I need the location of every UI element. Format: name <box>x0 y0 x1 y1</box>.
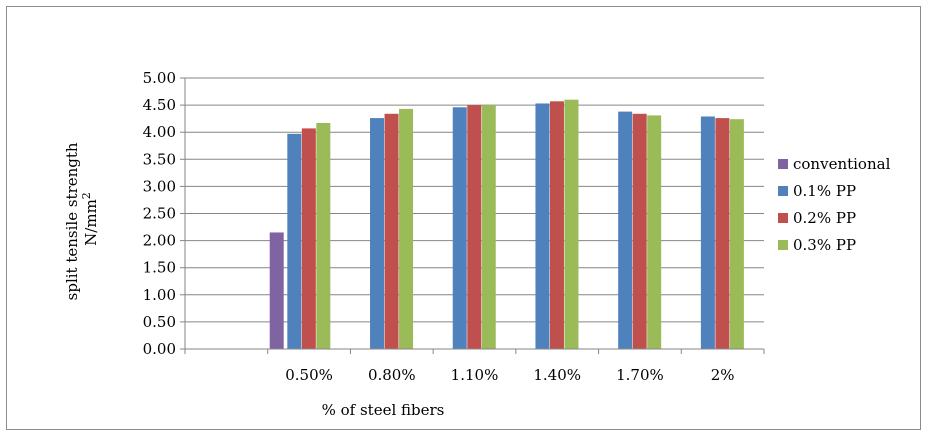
bar-0-2-pp <box>384 113 399 349</box>
y-axis-unit-superscript: 2 <box>80 192 93 199</box>
chart-frame: 0.00 0.50 1.00 1.50 2.00 2.50 3.00 3.50 4.00 4.50… <box>6 6 921 430</box>
bar-0-1-pp <box>535 103 550 349</box>
legend-label: 0.1% PP <box>793 182 856 200</box>
bar-0-1-pp <box>452 107 467 349</box>
legend-label: conventional <box>793 155 891 173</box>
legend-label: 0.2% PP <box>793 209 856 227</box>
bar-0-3-pp <box>399 108 414 349</box>
legend-swatch <box>778 213 788 223</box>
bar-chart: 0.00 0.50 1.00 1.50 2.00 2.50 3.00 3.50 4.00 4.50… <box>63 69 891 419</box>
x-tick-label: 1.10% <box>451 366 499 384</box>
y-tick-label: 2.00 <box>143 232 176 250</box>
legend-swatch <box>778 186 788 196</box>
bars <box>269 99 744 350</box>
bar-0-1-pp <box>287 133 302 349</box>
bar-0-3-pp <box>316 122 331 350</box>
bar-0-3-pp <box>729 119 744 349</box>
bar-0-3-pp <box>647 115 662 349</box>
y-tick-label: 3.00 <box>143 177 176 195</box>
legend-swatch <box>778 159 788 169</box>
x-tick-label: 0.80% <box>368 366 416 384</box>
y-tick-label: 2.50 <box>143 205 176 223</box>
legend-label: 0.3% PP <box>793 236 856 254</box>
y-tick-label: 5.00 <box>143 69 176 87</box>
y-axis-title-line1: split tensile strength <box>63 142 81 300</box>
y-axis-unit: N/mm <box>82 199 100 246</box>
bar-0-2-pp <box>632 113 647 349</box>
legend: conventional 0.1% PP 0.2% PP 0.3% PP <box>778 155 891 254</box>
x-tick-label: 0.50% <box>285 366 333 384</box>
y-tick-label: 4.00 <box>143 123 176 141</box>
x-axis-title: % of steel fibers <box>322 401 445 419</box>
y-axis-title: split tensile strength N/mm2 <box>63 138 100 301</box>
y-tick-label: 1.50 <box>143 259 176 277</box>
bar-0-2-pp <box>549 101 564 349</box>
y-tick-label: 1.00 <box>143 286 176 304</box>
axes <box>180 77 765 354</box>
legend-swatch <box>778 240 788 250</box>
bar-0-1-pp <box>618 111 633 349</box>
bar-0-2-pp <box>467 105 482 349</box>
y-tick-label: 4.50 <box>143 96 176 114</box>
bar-0-2-pp <box>715 118 730 349</box>
x-tick-labels: 0.50% 0.80% 1.10% 1.40% 1.70% 2% <box>285 366 734 384</box>
y-tick-label: 3.50 <box>143 150 176 168</box>
bar-0-1-pp <box>700 116 715 350</box>
x-tick-label: 1.40% <box>533 366 581 384</box>
x-tick-label: 2% <box>711 366 735 384</box>
x-tick-label: 1.70% <box>616 366 664 384</box>
y-tick-label: 0.00 <box>143 340 176 358</box>
bar-0-3-pp <box>564 99 579 350</box>
y-tick-label: 0.50 <box>143 313 176 331</box>
bar-0-3-pp <box>481 105 496 349</box>
bar-0-1-pp <box>370 118 385 349</box>
y-tick-labels: 0.00 0.50 1.00 1.50 2.00 2.50 3.00 3.50 4.00 4.50… <box>143 69 176 358</box>
bar-0-2-pp <box>301 128 316 349</box>
bar-conventional <box>269 232 284 349</box>
y-axis-title-line2: N/mm2 <box>80 192 100 246</box>
